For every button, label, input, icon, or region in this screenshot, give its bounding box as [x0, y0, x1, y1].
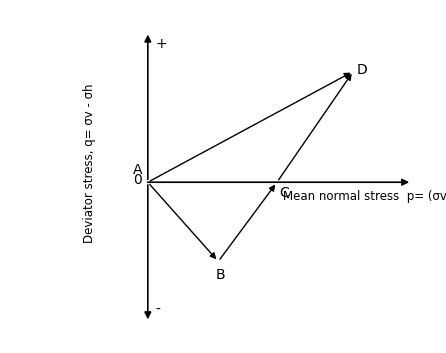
Text: C: C: [279, 186, 289, 199]
Text: Mean normal stress  p= (σv + 2σh) /3: Mean normal stress p= (σv + 2σh) /3: [283, 190, 446, 203]
Text: Deviator stress, q= σv - σh: Deviator stress, q= σv - σh: [83, 84, 95, 244]
Text: 0: 0: [133, 173, 142, 187]
Text: D: D: [357, 63, 368, 77]
Text: -: -: [155, 303, 160, 317]
Text: B: B: [216, 268, 225, 282]
Text: +: +: [155, 37, 167, 51]
Text: A: A: [132, 163, 142, 177]
